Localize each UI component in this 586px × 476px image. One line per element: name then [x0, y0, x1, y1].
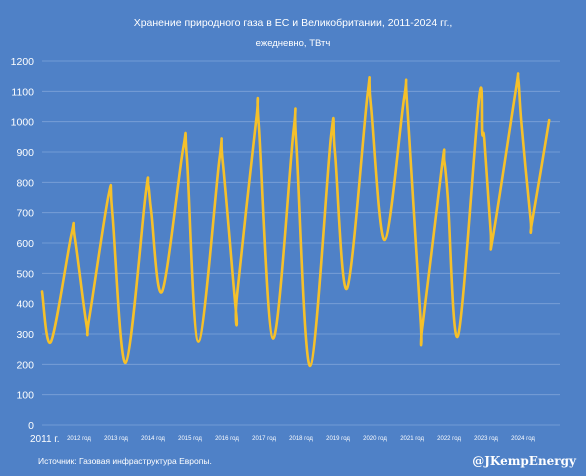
x-tick-label: 2012 год [67, 436, 91, 442]
source-note: Источник: Газовая инфраструктура Европы. [38, 456, 212, 466]
y-tick-label: 600 [16, 238, 34, 250]
x-tick-label: 2018 год [289, 436, 313, 442]
y-tick-label: 1100 [11, 86, 34, 98]
x-tick-label: 2023 год [474, 436, 498, 442]
x-tick-label: 2016 год [215, 436, 239, 442]
y-tick-label: 1000 [11, 117, 35, 129]
y-tick-label: 400 [16, 299, 34, 311]
x-tick-label: 2022 год [437, 436, 461, 442]
gridlines [42, 60, 560, 426]
chart-title: Хранение природного газа в ЕС и Великобр… [133, 17, 453, 29]
brand-handle: @JKempEnergy [472, 454, 576, 468]
y-tick-label: 700 [16, 208, 34, 220]
x-axis-ticks: 2011 г. 2012 год 2013 год 2014 год 2015 год 2… [30, 434, 535, 445]
y-tick-label: 800 [16, 177, 34, 189]
x-tick-label: 2024 год [511, 436, 535, 442]
y-tick-label: 200 [16, 359, 34, 371]
x-tick-label: 2020 год [363, 436, 387, 442]
series-line-0 [40, 72, 551, 368]
y-tick-label: 900 [16, 147, 34, 159]
chart-subtitle: ежедневно, ТВтч [255, 38, 331, 49]
y-axis-ticks: 0 100 200 300 400 500 600 700 800 900 1000 1100 1200 [11, 56, 35, 432]
x-tick-label: 2013 год [104, 436, 128, 442]
x-tick-label: 2017 год [252, 436, 276, 442]
x-tick-label: 2014 год [141, 436, 165, 442]
y-tick-label: 100 [16, 390, 34, 402]
y-tick-label: 0 [28, 420, 34, 432]
x-tick-label: 2019 год [326, 436, 350, 442]
x-tick-label: 2015 год [178, 436, 202, 442]
x-tick-label: 2021 год [400, 436, 424, 442]
x-tick-label: 2011 г. [30, 434, 60, 445]
y-tick-label: 500 [16, 268, 34, 280]
y-tick-label: 1200 [11, 56, 35, 68]
y-tick-label: 300 [16, 329, 34, 341]
series-layer [40, 72, 551, 368]
